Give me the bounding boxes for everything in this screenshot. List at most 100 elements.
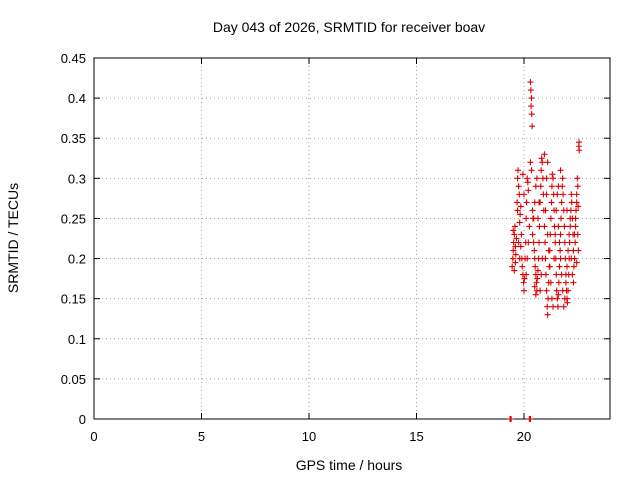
data-point <box>527 416 534 422</box>
y-tick-label: 0.1 <box>68 332 86 347</box>
data-point <box>529 231 536 238</box>
data-point <box>551 255 558 262</box>
y-tick-label: 0.15 <box>61 292 86 307</box>
data-point <box>541 151 548 158</box>
data-point <box>562 279 569 286</box>
data-point <box>539 159 546 166</box>
data-point <box>519 171 526 178</box>
x-tick-label: 20 <box>517 429 531 444</box>
data-point <box>510 227 517 234</box>
data-point <box>523 199 530 206</box>
data-point <box>569 271 576 278</box>
data-point <box>559 175 566 182</box>
y-tick-label: 0.45 <box>61 51 86 66</box>
data-point <box>528 111 535 118</box>
data-point <box>512 259 519 266</box>
data-point <box>547 215 554 222</box>
data-point <box>527 159 534 166</box>
data-point <box>556 239 563 246</box>
data-point <box>530 215 537 222</box>
y-tick-label: 0.35 <box>61 131 86 146</box>
data-point <box>539 255 546 262</box>
data-point <box>544 231 551 238</box>
data-point <box>534 275 541 282</box>
data-point <box>566 231 573 238</box>
data-point <box>572 239 579 246</box>
x-tick-label: 0 <box>90 429 97 444</box>
data-point <box>549 171 556 178</box>
x-tick-label: 10 <box>302 429 316 444</box>
data-point <box>560 303 567 310</box>
data-point <box>544 159 551 166</box>
data-point <box>510 247 517 254</box>
data-point <box>543 287 550 294</box>
data-point <box>557 167 564 174</box>
data-point <box>567 223 574 230</box>
data-point <box>567 215 574 222</box>
data-point <box>521 191 527 198</box>
data-point <box>512 251 519 258</box>
data-point <box>514 175 521 182</box>
data-point <box>576 147 583 154</box>
data-point <box>514 207 521 214</box>
data-point <box>555 183 562 190</box>
y-axis-label: SRMTID / TECUs <box>5 183 21 293</box>
data-point <box>517 203 524 210</box>
data-point <box>534 267 541 274</box>
data-point <box>545 247 552 254</box>
data-point <box>564 207 570 214</box>
data-point <box>565 247 572 254</box>
x-tick-label: 15 <box>409 429 423 444</box>
data-point <box>525 239 532 246</box>
data-point <box>529 123 536 130</box>
data-point <box>532 291 539 298</box>
data-point <box>561 295 568 302</box>
data-point <box>521 287 527 294</box>
data-point <box>555 291 562 298</box>
data-point <box>524 175 531 182</box>
data-point <box>576 139 583 146</box>
data-point <box>514 167 521 174</box>
data-point <box>555 223 562 230</box>
data-point <box>573 199 580 206</box>
y-tick-label: 0 <box>79 412 86 427</box>
data-point <box>526 223 533 230</box>
data-point <box>517 211 524 218</box>
data-point <box>575 247 582 254</box>
data-point <box>543 175 550 182</box>
data-point <box>532 183 539 190</box>
data-point <box>570 279 577 286</box>
data-point <box>573 191 580 198</box>
data-point <box>518 231 525 238</box>
data-point <box>543 191 550 198</box>
data-point <box>509 255 516 262</box>
axis-ticks <box>93 57 610 420</box>
data-point <box>533 279 540 286</box>
data-point <box>557 255 564 262</box>
data-point <box>544 303 551 310</box>
data-point <box>528 103 535 110</box>
data-point <box>557 231 564 238</box>
data-point <box>523 271 530 278</box>
data-point <box>548 199 555 206</box>
data-point <box>553 207 560 214</box>
data-point <box>554 191 561 198</box>
data-point <box>533 175 540 182</box>
y-tick-label: 0.3 <box>68 171 86 186</box>
data-point <box>538 167 545 174</box>
data-point <box>544 311 551 318</box>
data-point <box>541 223 548 230</box>
data-point <box>511 231 518 238</box>
data-point <box>517 243 524 250</box>
data-point <box>574 183 581 190</box>
data-point <box>552 231 559 238</box>
chart-title: Day 043 of 2026, SRMTID for receiver boa… <box>213 19 485 35</box>
data-point <box>538 271 545 278</box>
grid-lines <box>94 58 610 419</box>
data-point <box>531 283 538 290</box>
data-point <box>568 191 575 198</box>
data-point <box>527 87 534 94</box>
data-point <box>548 183 555 190</box>
data-point <box>542 239 549 246</box>
